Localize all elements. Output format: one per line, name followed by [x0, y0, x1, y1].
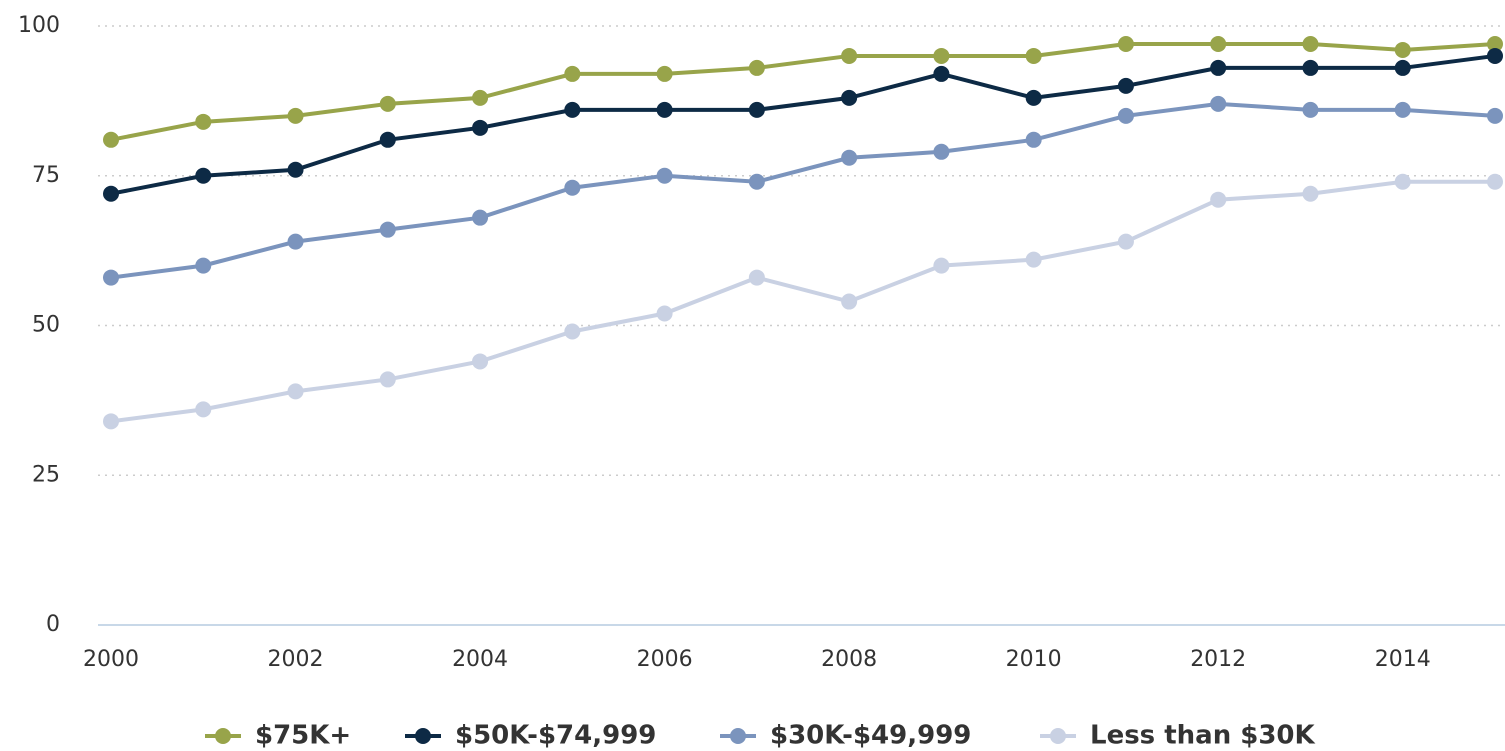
point: [1025, 131, 1042, 148]
point: [1302, 59, 1319, 76]
point: [748, 269, 765, 286]
point: [656, 167, 673, 184]
x-tick-label: 2008: [821, 647, 877, 672]
point: [933, 143, 950, 160]
point: [195, 401, 212, 418]
point: [1302, 185, 1319, 202]
legend-marker: [1050, 728, 1066, 744]
point: [195, 257, 212, 274]
x-tick-label: 2012: [1190, 647, 1246, 672]
legend-marker: [730, 728, 746, 744]
point: [748, 173, 765, 190]
point: [103, 185, 119, 202]
legend-label: $30K-$49,999: [770, 721, 971, 751]
point: [379, 131, 396, 148]
legend-label: $75K+: [255, 721, 351, 751]
point: [1302, 101, 1319, 118]
point: [748, 101, 765, 118]
point: [1394, 59, 1411, 76]
point: [841, 89, 858, 106]
point: [1394, 41, 1411, 58]
point: [1394, 101, 1411, 118]
point: [933, 65, 950, 82]
point: [564, 65, 581, 82]
y-tick-label: 0: [46, 612, 60, 637]
point: [1117, 35, 1134, 52]
point: [656, 305, 673, 322]
series-line: [110, 41, 1496, 142]
point: [1025, 89, 1042, 106]
point: [1117, 77, 1134, 94]
point: [1025, 251, 1042, 268]
legend-marker: [215, 728, 231, 744]
point: [379, 371, 396, 388]
legend-label: Less than $30K: [1090, 721, 1316, 751]
point: [472, 119, 489, 136]
legend-marker: [415, 728, 431, 744]
point: [1210, 59, 1227, 76]
series-line: [110, 101, 1496, 280]
point: [841, 293, 858, 310]
y-tick-label: 100: [18, 13, 60, 38]
point: [287, 107, 304, 124]
point: [103, 131, 119, 148]
x-tick-label: 2000: [83, 647, 139, 672]
point: [933, 257, 950, 274]
point: [103, 269, 119, 286]
point: [841, 47, 858, 64]
point: [287, 233, 304, 250]
point: [1210, 191, 1227, 208]
point: [841, 149, 858, 166]
point: [1117, 233, 1134, 250]
point: [472, 353, 489, 370]
point: [564, 101, 581, 118]
point: [472, 209, 489, 226]
point: [656, 65, 673, 82]
point: [656, 101, 673, 118]
point: [933, 47, 950, 64]
point: [472, 89, 489, 106]
x-tick-label: 2004: [452, 647, 508, 672]
point: [1210, 35, 1227, 52]
point: [564, 323, 581, 340]
point: [1117, 107, 1134, 124]
point: [379, 95, 396, 112]
point: [287, 161, 304, 178]
y-tick-label: 25: [32, 462, 60, 487]
y-tick-label: 75: [32, 163, 60, 188]
point: [1302, 35, 1319, 52]
point: [1025, 47, 1042, 64]
point: [564, 179, 581, 196]
point: [287, 383, 304, 400]
point: [195, 113, 212, 130]
series-line: [110, 179, 1495, 424]
x-tick-label: 2010: [1006, 647, 1062, 672]
x-tick-label: 2002: [268, 647, 324, 672]
point: [1394, 173, 1411, 190]
point: [195, 167, 212, 184]
x-tick-label: 2006: [637, 647, 693, 672]
y-tick-label: 50: [32, 313, 60, 338]
point: [379, 221, 396, 238]
point: [1210, 95, 1227, 112]
point: [1487, 35, 1503, 52]
point: [103, 413, 119, 430]
x-tick-label: 2014: [1375, 647, 1431, 672]
series-line: [110, 53, 1496, 196]
point: [1487, 47, 1503, 64]
point: [1487, 107, 1503, 124]
point: [748, 59, 765, 76]
legend-label: $50K-$74,999: [455, 721, 656, 751]
point: [1487, 173, 1503, 190]
